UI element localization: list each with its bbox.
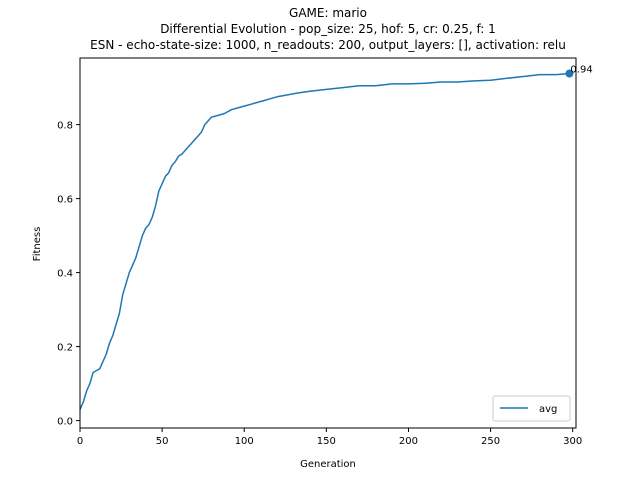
y-axis-label: Fitness [32,227,43,262]
x-tick-label: 250 [481,436,500,447]
series-line-avg [79,72,570,410]
x-tick-label: 300 [563,436,582,447]
y-tick-label: 0.2 [57,343,73,354]
final-value-label: 0.94 [570,65,592,76]
x-tick-label: 0 [77,436,83,447]
legend-label-avg: avg [539,404,557,415]
y-tick-label: 0.6 [57,195,73,206]
chart-title-line-3: ESN - echo-state-size: 1000, n_readouts:… [90,38,566,52]
y-tick-label: 0.0 [57,417,73,428]
plot-area: 0.94 0 50 100 150 200 250 300 0.0 0.2 0.4 0.6 0.8 [57,57,593,447]
x-tick-label: 50 [156,436,169,447]
legend-box [492,395,571,422]
y-tick-label: 0.8 [57,121,73,132]
chart-title-line-1: GAME: mario [289,6,367,20]
x-axis-label: Generation [300,459,356,470]
x-tick-label: 150 [317,436,336,447]
chart-title-line-2: Differential Evolution - pop_size: 25, h… [160,22,496,36]
x-tick-label: 200 [399,436,418,447]
axes-frame [79,57,577,429]
y-tick-label: 0.4 [57,269,73,280]
legend: avg [492,395,571,422]
final-value-marker [565,69,574,78]
x-tick-label: 100 [235,436,254,447]
